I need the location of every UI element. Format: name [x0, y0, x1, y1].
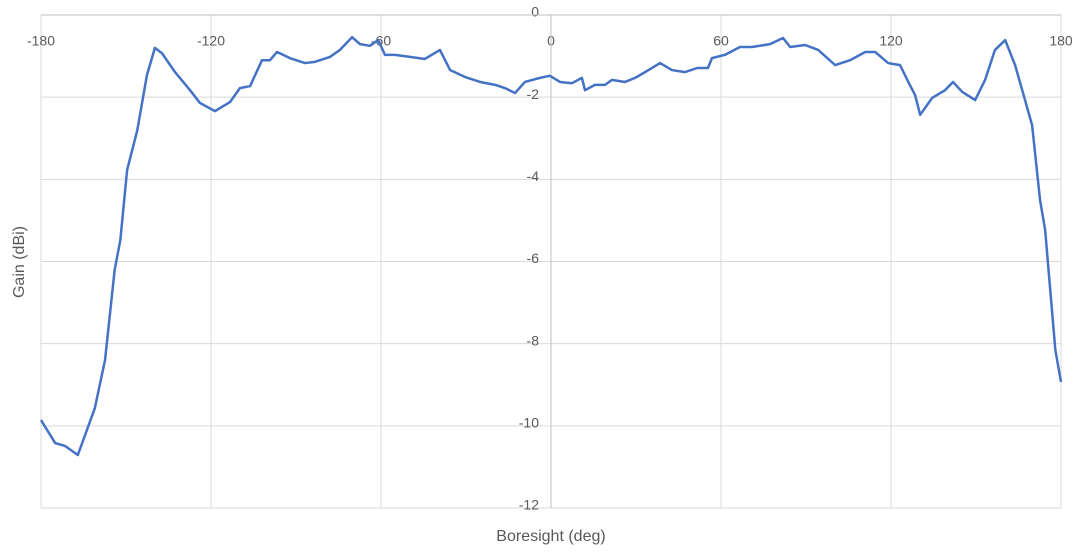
- x-tick-label: 120: [879, 33, 903, 49]
- x-tick-label: -120: [197, 33, 225, 49]
- y-tick-label: -10: [519, 415, 539, 431]
- y-tick-label: -8: [527, 332, 540, 348]
- y-tick-label: -6: [527, 250, 540, 266]
- y-tick-label: -4: [527, 168, 540, 184]
- data-line: [39, 35, 1063, 457]
- x-tick-label: 180: [1049, 33, 1073, 49]
- y-axis-title: Gain (dBi): [11, 226, 28, 298]
- y-tick-label: -2: [527, 86, 540, 102]
- y-tick-label: 0: [531, 4, 539, 20]
- x-axis-title: Boresight (deg): [496, 528, 605, 545]
- y-tick-label: -12: [519, 497, 539, 513]
- x-tick-label: -180: [27, 33, 55, 49]
- x-tick-label: 60: [713, 33, 729, 49]
- x-tick-label: -60: [371, 33, 391, 49]
